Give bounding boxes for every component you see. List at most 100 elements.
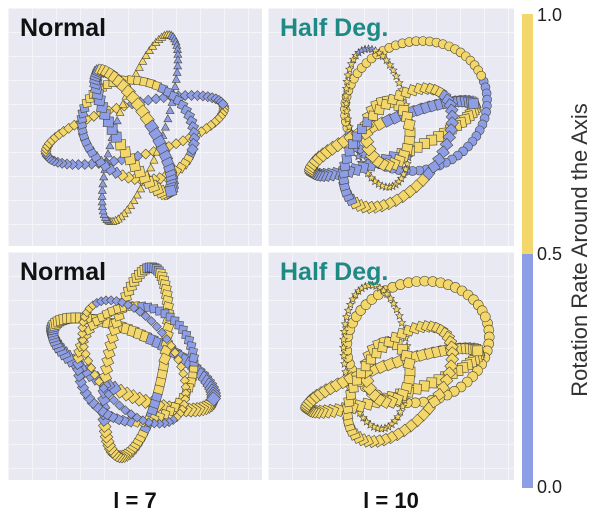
knot-marker — [89, 369, 100, 380]
knot-marker — [397, 318, 407, 327]
knot-marker — [78, 341, 89, 352]
knot-marker — [144, 45, 154, 55]
knot-marker — [206, 391, 221, 407]
knot-marker — [120, 405, 131, 416]
knot-marker — [161, 334, 172, 344]
knot-marker — [136, 184, 146, 193]
knot-marker — [341, 83, 351, 93]
panel-bottom-right: Half Deg. — [268, 252, 514, 480]
knot-marker — [351, 290, 361, 299]
knot-marker — [371, 281, 381, 291]
knot-marker — [86, 362, 97, 373]
knot-marker — [393, 412, 403, 421]
column-label-right: l = 10 — [363, 488, 419, 513]
knot-marker — [357, 124, 367, 135]
knot-marker — [134, 62, 144, 71]
knot-marker — [160, 122, 170, 131]
knot-marker — [362, 416, 372, 426]
knot-marker — [339, 334, 349, 344]
knot-marker — [140, 311, 151, 322]
knot-marker — [344, 64, 355, 74]
knot-marker — [348, 294, 358, 304]
knot-marker — [97, 191, 107, 200]
panel-title: Normal — [20, 258, 107, 286]
knot-marker — [480, 311, 491, 323]
knot-marker — [112, 115, 122, 125]
knot-marker — [171, 74, 181, 83]
knot-marker — [98, 206, 108, 215]
knot-marker — [165, 105, 175, 114]
colorbar-tick-mid: 0.5 — [537, 244, 563, 264]
knot-marker — [103, 149, 113, 158]
panel-title: Normal — [20, 14, 107, 42]
column-label-left: l = 7 — [113, 488, 157, 513]
knot-marker — [114, 400, 125, 411]
panel-bottom-left: Normal — [8, 252, 262, 480]
knot-marker — [129, 195, 139, 204]
knot-marker — [105, 141, 115, 150]
knot-marker — [402, 159, 412, 168]
knot-marker — [392, 304, 402, 314]
knot-marker — [427, 160, 441, 174]
knot-marker — [132, 190, 142, 199]
knot-marker — [188, 352, 200, 364]
knot-plot-bottom-left — [45, 262, 222, 464]
panel-top-left: Normal — [8, 8, 262, 246]
knot-marker — [402, 118, 416, 132]
colorbar-tick-bottom: 0.0 — [537, 477, 563, 497]
knot-marker — [339, 326, 349, 336]
knot-marker — [366, 172, 376, 182]
knot-plot-bottom-right — [299, 275, 495, 449]
knot-marker — [344, 122, 354, 132]
knot-marker — [134, 306, 145, 317]
colorbar-low — [522, 254, 533, 488]
knot-marker — [389, 298, 399, 308]
knot-marker — [340, 319, 350, 329]
knot-marker — [164, 184, 178, 198]
knot-marker — [341, 367, 351, 376]
knot-marker — [141, 50, 151, 60]
knot-marker — [80, 348, 91, 359]
knot-marker — [343, 70, 353, 80]
colorbar-high — [522, 14, 533, 254]
knot-marker — [394, 78, 404, 87]
knot-marker — [186, 143, 199, 156]
knot-plot-top-right — [303, 36, 492, 215]
knot-marker — [126, 200, 136, 209]
knot-marker — [97, 185, 107, 194]
knot-marker — [151, 321, 162, 332]
knot-marker — [341, 91, 351, 100]
knot-marker — [341, 312, 352, 321]
knot-marker — [427, 395, 442, 409]
knot-marker — [343, 114, 353, 124]
knot-marker — [103, 389, 114, 400]
knot-marker — [342, 76, 352, 86]
knot-marker — [382, 289, 392, 299]
knot-marker — [140, 148, 152, 160]
knot-marker — [345, 299, 355, 309]
knot-marker — [126, 409, 137, 420]
knot-marker — [476, 70, 487, 81]
knot-marker — [341, 98, 351, 108]
knot-marker — [396, 173, 406, 183]
knot-marker — [391, 71, 401, 81]
knot-marker — [98, 179, 108, 188]
knot-marker — [163, 114, 173, 123]
knot-marker — [94, 376, 104, 387]
knot-marker — [339, 359, 350, 368]
colorbar-tick-top: 1.0 — [537, 5, 563, 25]
knot-marker — [77, 328, 88, 339]
knot-marker — [118, 99, 128, 108]
knot-marker — [172, 67, 182, 76]
knot-marker — [385, 60, 395, 69]
knot-marker — [129, 303, 139, 313]
knot-marker — [346, 59, 356, 68]
panel-title: Half Deg. — [280, 14, 389, 42]
knot-marker — [343, 305, 353, 315]
knot-marker — [146, 316, 157, 327]
panel-top-right: Half Deg. — [268, 8, 514, 246]
knot-marker — [342, 106, 352, 116]
knot-marker — [158, 352, 172, 366]
knot-marker — [83, 355, 94, 366]
knot-marker — [353, 151, 363, 161]
